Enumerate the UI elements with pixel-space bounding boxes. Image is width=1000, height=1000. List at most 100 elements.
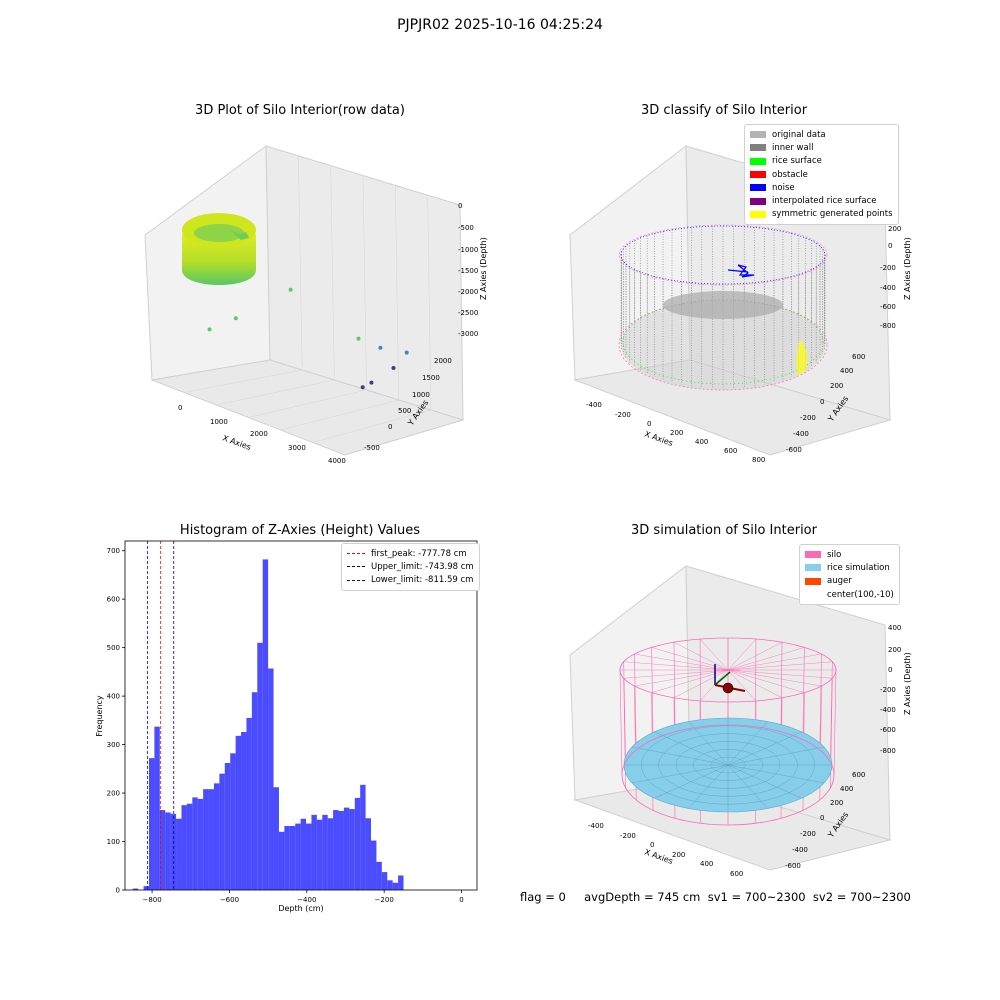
p4-xtick-5: 600	[730, 870, 743, 878]
p4-wire-vertical-17	[699, 639, 701, 727]
hist-bar-45	[381, 872, 388, 890]
hist-bar-34	[322, 814, 328, 890]
hist-bar-16	[224, 763, 231, 890]
figure-title: PJPJR02 2025-10-16 04:25:24	[397, 17, 603, 33]
legend-line-lower	[347, 579, 365, 581]
p2-ztick-0: 200	[888, 225, 901, 233]
hist-bar-13	[208, 789, 214, 890]
legend-swatch-noise	[750, 184, 766, 192]
p2-ztick-2: -200	[880, 264, 896, 272]
hist-bar-37	[338, 810, 344, 890]
p1-xtick-2: 2000	[250, 430, 268, 438]
p1-ytick-1: 0	[388, 423, 392, 431]
hist-bar-19	[241, 731, 247, 890]
hist-bar-28	[289, 826, 296, 890]
panel1-title: 3D Plot of Silo Interior(row data)	[195, 103, 405, 118]
p1-xtick-3: 3000	[288, 444, 306, 452]
p1-zlabel: Z Axies (Depth)	[479, 237, 488, 300]
legend-swatch-symmetric	[750, 210, 766, 218]
p4-mesh-spoke-9	[631, 746, 729, 766]
p2-ytick-4: 200	[830, 382, 843, 390]
panel1-x-ticks: 0 1000 2000 3000 4000	[178, 404, 346, 465]
hist-bar-44	[376, 861, 382, 890]
hist-bar-20	[246, 717, 252, 890]
hist-ytick-0: 0	[116, 887, 120, 895]
p4-wire-spoke-14	[634, 653, 729, 671]
hist-bar-43	[371, 840, 377, 890]
panel3-histogram: 0 100 200 300 400 500 600 700 −800 −600 −400 −200 0…	[95, 540, 478, 913]
p1-outlier-point-2	[207, 327, 212, 332]
p1-grid-line-f4	[280, 399, 399, 431]
p4-ztick-3: -200	[880, 686, 896, 694]
p2-ytick-2: -200	[800, 414, 816, 422]
p2-zlabel: Z Axies (Depth)	[903, 237, 912, 300]
hist-xtick--800: −800	[142, 896, 161, 904]
legend-upper-limit: Upper_limit: -743.98 cm	[347, 560, 474, 573]
hist-bar-41	[360, 784, 366, 890]
p1-grid-line-b2	[330, 165, 335, 381]
legend-swatch-rice-sim	[805, 564, 821, 572]
status-footer: flag = 0 avgDepth = 745 cm sv1 = 700~230…	[520, 890, 911, 904]
p1-ztick-2: -1000	[458, 246, 478, 254]
p1-grid-line-b5	[427, 195, 432, 411]
panel2-3d-classify: -400 -200 0 200 400 600 800 X Axies -600…	[569, 145, 912, 464]
hist-bar-1	[143, 886, 149, 890]
legend-swatch-auger	[805, 577, 821, 585]
p4-xlabel: X Axies	[643, 847, 674, 866]
legend-swatch-obstacle	[750, 171, 766, 179]
p4-mesh-spoke-11	[688, 721, 729, 766]
panel2-cylinder	[618, 224, 828, 391]
legend-interpolated: interpolated rice surface	[750, 194, 893, 207]
hist-bar-46	[387, 880, 393, 890]
p1-ztick-3: -1500	[458, 267, 478, 275]
histogram-frame	[124, 540, 478, 891]
hist-bar-14	[213, 783, 220, 890]
hist-ytick-300: 300	[107, 741, 120, 749]
hist-bar-35	[327, 818, 334, 890]
p4-wire-spoke-5	[727, 669, 757, 702]
p4-wire-spoke-22	[727, 653, 822, 671]
legend-silo: silo	[805, 548, 894, 561]
hist-xtick--400: −400	[297, 896, 316, 904]
p2-ztick-5: -800	[880, 322, 896, 330]
p1-ytick-0: -500	[364, 444, 380, 452]
p4-wire-vertical-14	[634, 653, 637, 751]
panel4-y-ticks: -600 -400 -200 0 200 400 600	[785, 771, 865, 870]
p4-wire-vertical-19	[755, 639, 757, 727]
p2-noise-cluster	[727, 264, 755, 278]
p4-wire-spoke-19	[727, 638, 757, 671]
hist-ytick-200: 200	[107, 790, 120, 798]
hist-bar-40	[354, 797, 361, 890]
p4-ztick-1: 200	[888, 646, 901, 654]
panel1-silo-feature	[230, 230, 249, 240]
hist-bar-27	[284, 826, 290, 890]
p4-center-marker	[722, 682, 734, 694]
p4-wire-vertical-20	[780, 642, 783, 732]
p4-mesh-spoke-14	[727, 731, 802, 766]
p4-wire-spoke-17	[699, 638, 729, 671]
hist-bar-15	[219, 773, 225, 890]
p2-ytick-1: -400	[793, 430, 809, 438]
hist-ylabel: Frequency	[95, 695, 104, 737]
legend-rice-simulation: rice simulation	[805, 561, 894, 574]
histogram-x-ticks: −800 −600 −400 −200 0	[142, 890, 464, 904]
hist-bar-7	[176, 818, 182, 890]
legend-lower-limit: Lower_limit: -811.59 cm	[347, 574, 474, 587]
p4-xtick-1: -200	[620, 832, 636, 840]
hist-bar-26	[278, 831, 285, 890]
legend-swatch-original	[750, 131, 766, 139]
p4-wire-spoke-21	[727, 647, 805, 671]
p4-wire-vertical-15	[651, 647, 654, 740]
p1-xtick-0: 0	[178, 404, 182, 412]
p4-ytick-1: -400	[792, 846, 808, 854]
p4-wire-spoke-16	[673, 642, 729, 671]
p2-inner-floor	[663, 291, 783, 319]
legend-noise: noise	[750, 181, 893, 194]
p2-silo-top-rim	[618, 224, 828, 286]
hist-ytick-600: 600	[107, 596, 120, 604]
p4-mesh-spoke-3	[727, 764, 768, 809]
p2-symmetric-points	[796, 340, 808, 376]
p1-ytick-5: 2000	[434, 357, 452, 365]
p4-wire-vertical-22	[819, 653, 822, 751]
hist-bar-18	[235, 735, 242, 890]
